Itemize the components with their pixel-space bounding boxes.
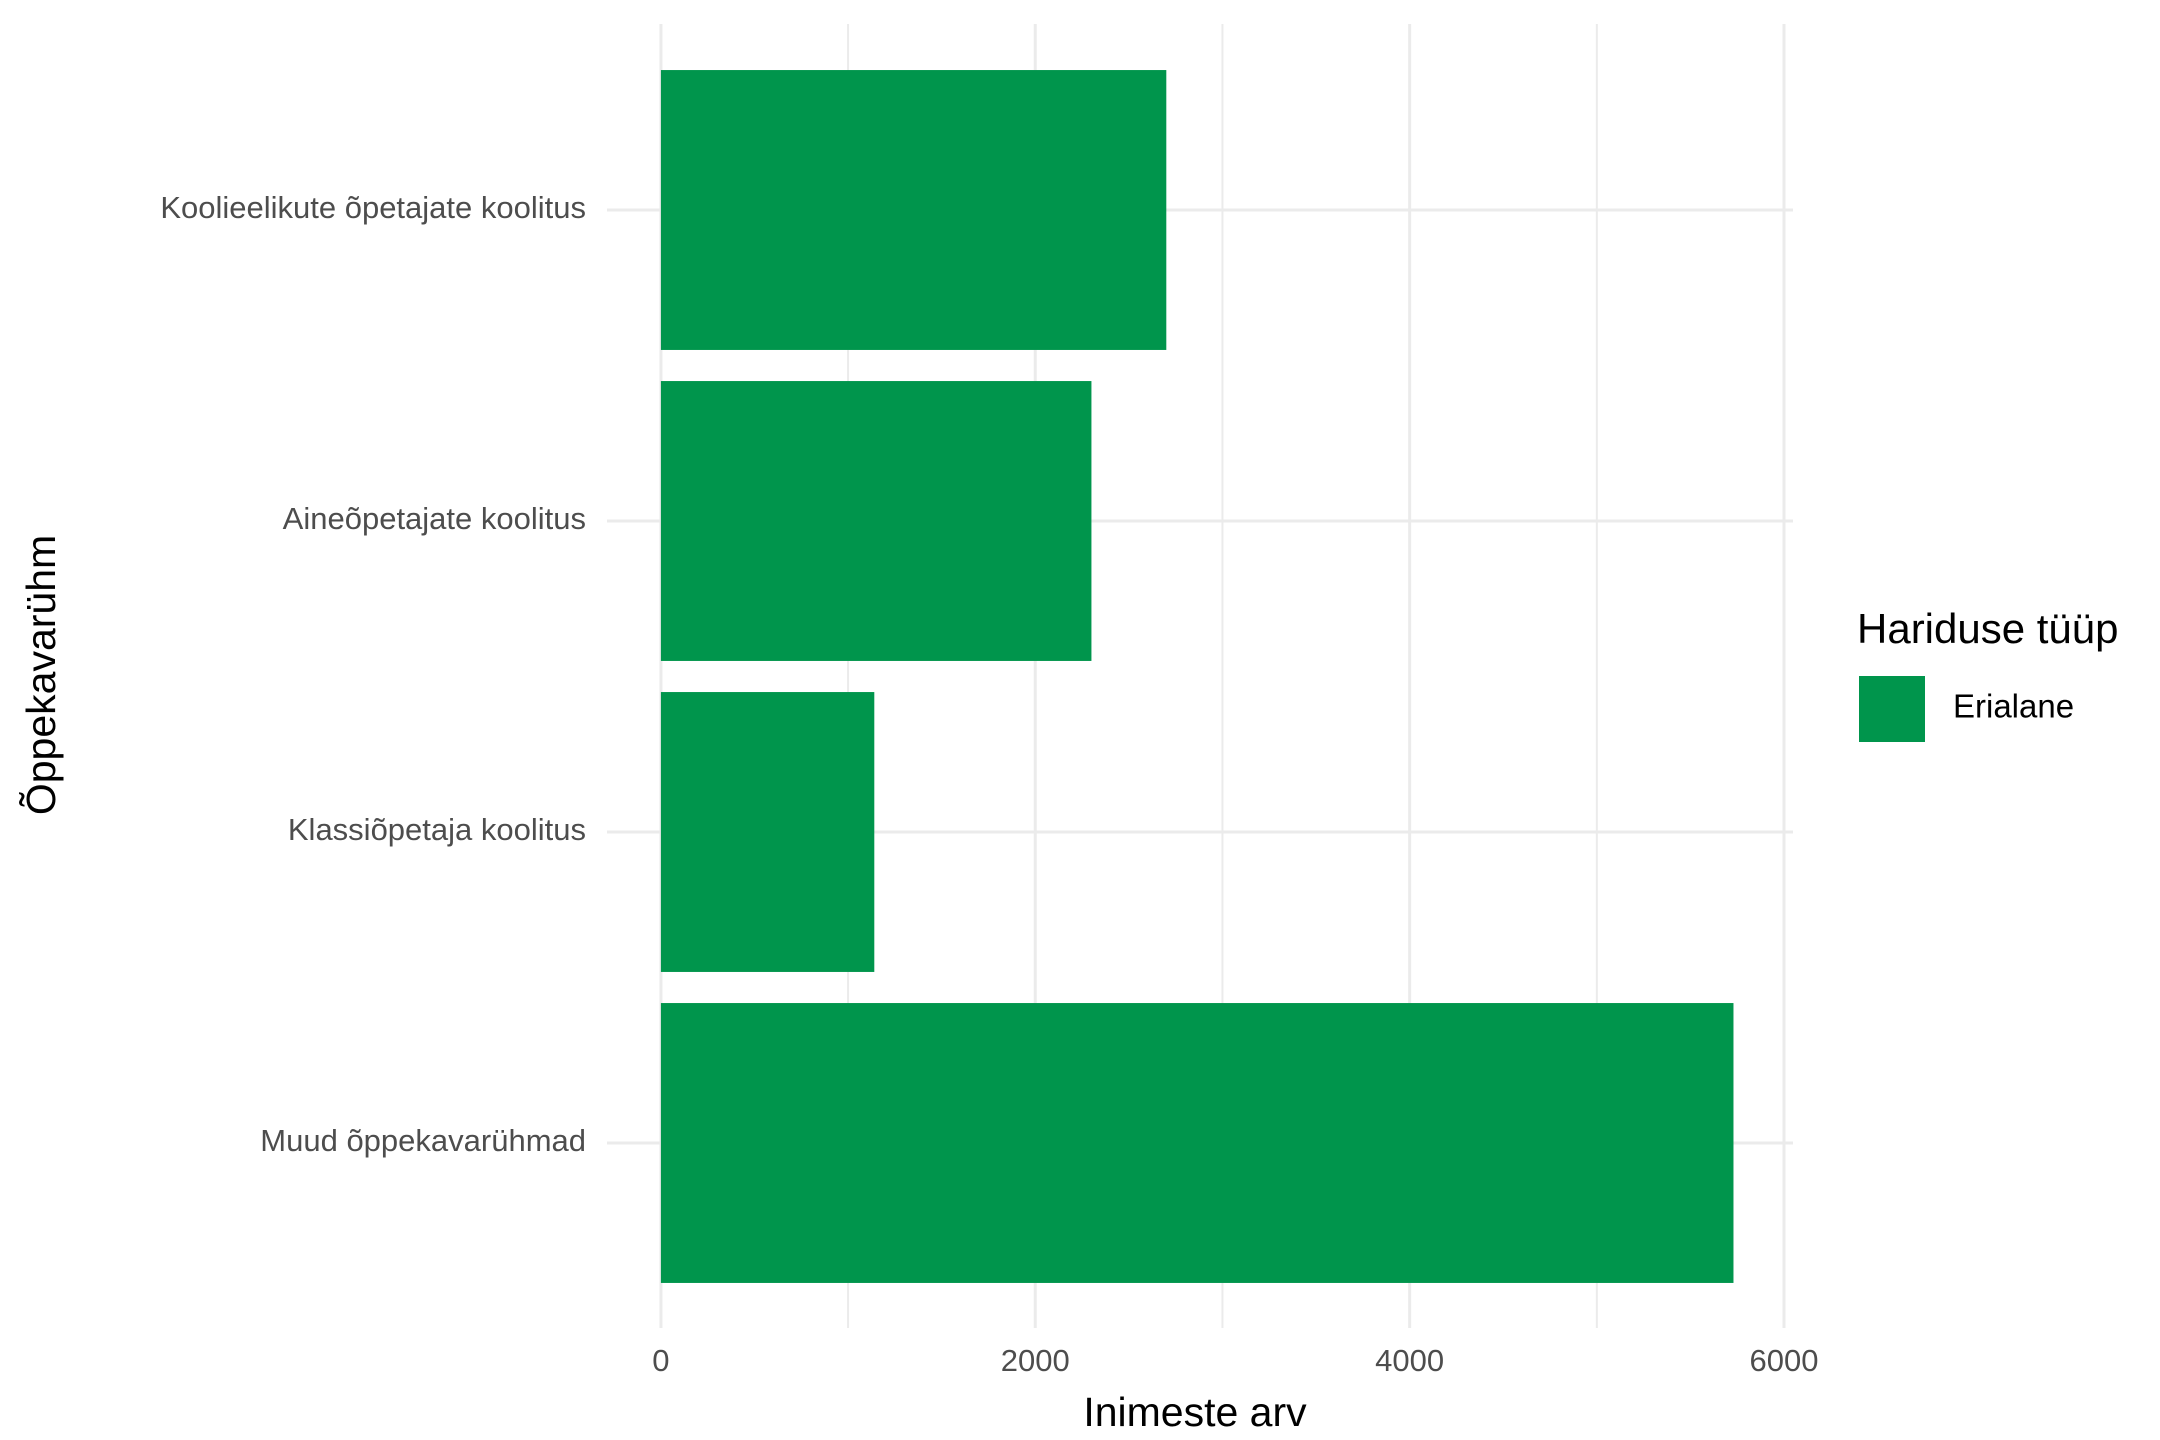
x-axis-title: Inimeste arv	[1083, 1389, 1307, 1435]
x-tick-label: 0	[652, 1343, 669, 1378]
x-tick-label: 2000	[1001, 1343, 1070, 1378]
bar	[660, 692, 875, 972]
bar	[660, 70, 1167, 350]
bar	[660, 1003, 1734, 1283]
y-tick-label: Muud õppekavarühmad	[260, 1123, 586, 1158]
x-tick-label: 6000	[1750, 1343, 1819, 1378]
y-axis-title: Õppekavarühm	[18, 535, 64, 815]
legend-label: Erialane	[1953, 688, 2074, 725]
bar	[660, 381, 1092, 661]
y-tick-label: Klassiõpetaja koolitus	[288, 812, 586, 847]
x-tick-label: 4000	[1375, 1343, 1444, 1378]
legend-key	[1859, 676, 1925, 742]
y-tick-label: Aineõpetajate koolitus	[283, 501, 586, 536]
legend-title: Hariduse tüüp	[1857, 605, 2119, 652]
y-tick-label: Koolieelikute õpetajate koolitus	[160, 190, 586, 225]
